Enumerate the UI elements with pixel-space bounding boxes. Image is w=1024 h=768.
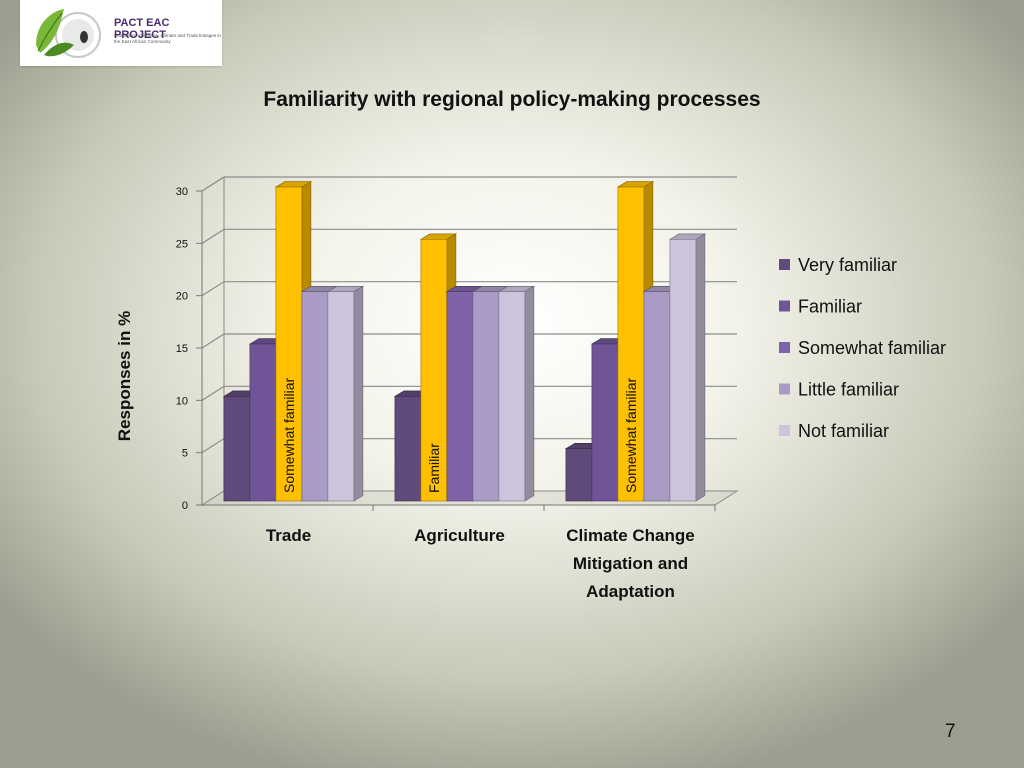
y-tick-label: 0: [182, 500, 188, 512]
chart-title: Familiarity with regional policy-making …: [263, 88, 761, 111]
legend-swatch: [779, 259, 790, 270]
bar-label: Familiar: [426, 443, 442, 493]
legend-swatch: [779, 425, 790, 436]
bar-side: [353, 285, 364, 502]
gridline: [201, 176, 737, 192]
legend-swatch: [779, 342, 790, 353]
bar-label: Somewhat familiar: [623, 378, 639, 493]
bar: [249, 343, 277, 502]
gridline: [201, 385, 737, 401]
x-tick-label: Trade: [266, 526, 311, 545]
y-tick-label: 15: [176, 343, 188, 355]
chart-bars: [222, 181, 706, 502]
page-number: 7: [945, 721, 956, 742]
bar: [446, 291, 474, 502]
bar: [498, 291, 526, 502]
bar: [327, 291, 355, 502]
chart-legend: Very familiar Familiar Somewhat familiar Li…: [779, 255, 946, 441]
logo-title: PACT EAC PROJECT: [114, 17, 170, 41]
bar: [301, 291, 329, 502]
y-tick-label: 5: [182, 448, 188, 460]
y-tick-label: 30: [176, 186, 188, 198]
bar-side: [524, 285, 535, 502]
x-tick-label: Agriculture: [414, 526, 505, 545]
bar-side: [695, 233, 706, 502]
y-axis-label: Responses in %: [115, 311, 134, 441]
legend-label: Somewhat familiar: [798, 338, 946, 358]
bar: [420, 239, 448, 502]
legend-label: Familiar: [798, 297, 862, 317]
bar: [394, 396, 422, 502]
gridline: [201, 281, 737, 297]
chart-labels: 0 5 10 15 20 25 30 Somewhat familiar Trade Famili…: [115, 186, 695, 601]
legend-label: Little familiar: [798, 380, 899, 400]
legend-swatch: [779, 383, 790, 395]
chart-gridlines: [201, 176, 737, 454]
y-tick-label: 10: [176, 395, 188, 407]
bar: [472, 291, 500, 502]
y-tick-label: 20: [176, 291, 188, 303]
logo-tagline: Promoting Agriculture, Climate and Trade…: [114, 33, 221, 44]
x-tick-label: Climate Change: [566, 526, 694, 545]
y-tick-label: 25: [176, 238, 188, 250]
bar: [223, 396, 251, 502]
bar: [275, 186, 303, 502]
bar: [643, 291, 671, 502]
bar: [591, 343, 619, 502]
leaf-globe-icon: [36, 9, 101, 58]
gridline: [201, 228, 737, 244]
x-tick-label: Adaptation: [586, 582, 675, 601]
legend-swatch: [779, 300, 790, 312]
gridline: [201, 333, 737, 349]
logo: PACT EAC PROJECT Promoting Agriculture, …: [20, 0, 222, 66]
bar: [565, 448, 593, 502]
chart-axes: [196, 190, 716, 511]
x-tick-label: Mitigation and: [573, 554, 688, 573]
legend-label: Very familiar: [798, 255, 897, 275]
bar-label: Somewhat familiar: [281, 378, 297, 493]
bar: [669, 239, 697, 502]
legend-label: Not familiar: [798, 421, 889, 441]
